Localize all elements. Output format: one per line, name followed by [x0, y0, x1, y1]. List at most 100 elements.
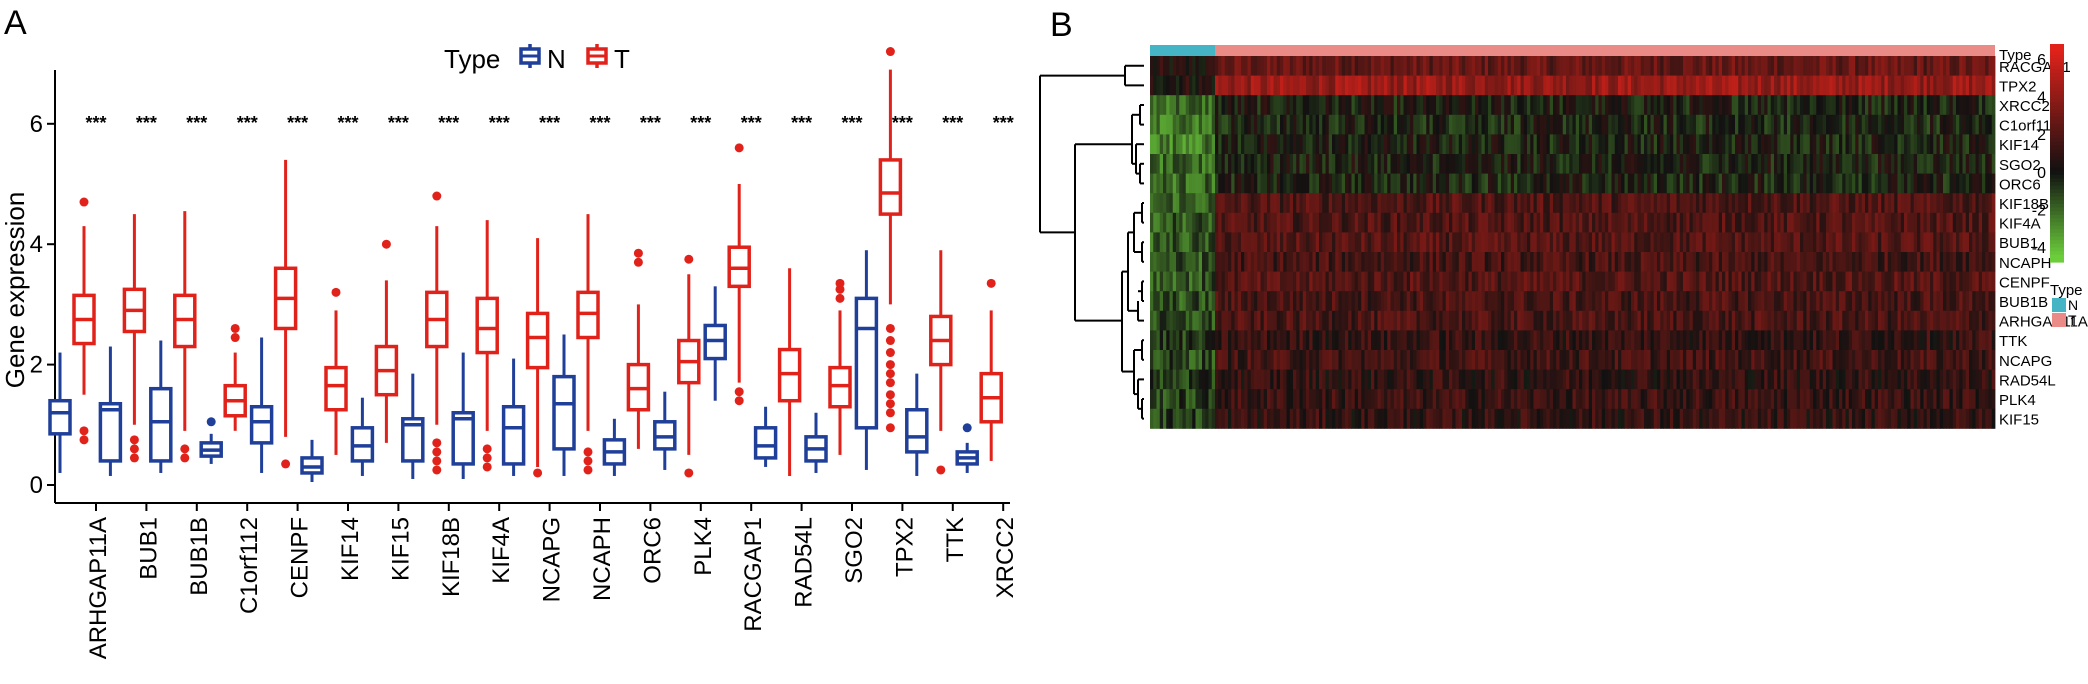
heatmap-cell — [1179, 350, 1183, 370]
heatmap-cell — [1247, 389, 1252, 410]
heatmap-cell — [1257, 134, 1261, 155]
heatmap-cell — [1965, 252, 1970, 272]
heatmap-cell — [1813, 252, 1817, 272]
heatmap-cell — [1969, 271, 1973, 292]
heatmap-cell — [1718, 193, 1723, 214]
heatmap-cell — [1267, 154, 1271, 174]
heatmap-cell — [1725, 212, 1729, 233]
heatmap-cell — [1533, 350, 1538, 370]
heatmap-cell — [1735, 291, 1739, 312]
heatmap-cell — [1423, 154, 1427, 174]
heatmap-cell — [1410, 232, 1414, 253]
heatmap-cell — [1293, 134, 1297, 155]
heatmap-cell — [1546, 291, 1551, 312]
heatmap-cell — [1569, 271, 1573, 292]
heatmap-cell — [1371, 310, 1375, 331]
heatmap-cell — [1878, 252, 1882, 272]
heatmap-cell — [1159, 114, 1164, 135]
heatmap-cell — [1702, 56, 1707, 76]
heatmap-cell — [1705, 369, 1710, 390]
heatmap-cell — [1936, 330, 1941, 351]
heatmap-cell — [1202, 252, 1206, 272]
heatmap-cell — [1985, 252, 1989, 272]
heatmap-cell — [1614, 75, 1619, 96]
heatmap-cell — [1689, 193, 1694, 214]
heatmap-cell — [1650, 291, 1655, 312]
heatmap-cell — [1377, 56, 1382, 76]
heatmap-cell — [1991, 114, 1996, 135]
heatmap-cell — [1510, 154, 1515, 174]
heatmap-cell — [1722, 212, 1726, 233]
heatmap-cell — [1257, 252, 1261, 272]
heatmap-cell — [1917, 193, 1921, 214]
heatmap-cell — [1319, 330, 1323, 351]
heatmap-cell — [1351, 330, 1356, 351]
heatmap-cell — [1185, 95, 1190, 116]
heatmap-cell — [1731, 193, 1736, 214]
heatmap-cell — [1484, 330, 1489, 351]
heatmap-cell — [1595, 389, 1599, 410]
heatmap-cell — [1718, 75, 1723, 96]
heatmap-cell — [1439, 134, 1443, 155]
heatmap-cell — [1325, 193, 1330, 214]
heatmap-cell — [1832, 291, 1837, 312]
heatmap-cell — [1276, 232, 1281, 253]
heatmap-cell — [1796, 134, 1801, 155]
heatmap-cell — [1429, 95, 1434, 116]
heatmap-cell — [1432, 56, 1437, 76]
heatmap-cell — [1374, 232, 1378, 253]
heatmap-cell — [1969, 134, 1973, 155]
heatmap-cell — [1354, 350, 1359, 370]
heatmap-cell — [1663, 212, 1668, 233]
heatmap-cell — [1559, 389, 1564, 410]
significance-label: *** — [186, 113, 207, 133]
heatmap-cell — [1774, 173, 1778, 194]
heatmap-cell — [1605, 193, 1609, 214]
heatmap-cell — [1975, 95, 1980, 116]
heatmap-cell — [1156, 173, 1161, 194]
heatmap-cell — [1406, 369, 1411, 390]
heatmap-cell — [1510, 134, 1515, 155]
box-n-arhgap11a — [48, 352, 72, 473]
heatmap-cell — [1397, 56, 1401, 76]
heatmap-cell — [1670, 114, 1674, 135]
heatmap-cell — [1156, 75, 1161, 96]
heatmap-cell — [1897, 291, 1902, 312]
heatmap-cell — [1891, 330, 1895, 351]
box-t-c1orf112 — [223, 323, 247, 431]
heatmap-cell — [1985, 134, 1989, 155]
heatmap-cell — [1182, 291, 1187, 312]
heatmap-cell — [1569, 75, 1573, 96]
heatmap-cell — [1894, 350, 1898, 370]
heatmap-cell — [1949, 291, 1954, 312]
heatmap-cell — [1865, 252, 1869, 272]
heatmap-cell — [1907, 75, 1911, 96]
heatmap-cell — [1741, 212, 1746, 233]
heatmap-cell — [1731, 350, 1736, 370]
heatmap-cell — [1774, 330, 1778, 351]
heatmap-cell — [1309, 212, 1313, 233]
heatmap-cell — [1939, 310, 1944, 331]
heatmap-cell — [1774, 310, 1778, 331]
heatmap-cell — [1150, 232, 1154, 253]
heatmap-cell — [1150, 271, 1154, 292]
heatmap-cell — [1312, 389, 1317, 410]
heatmap-cell — [1286, 330, 1291, 351]
heatmap-cell — [1926, 310, 1931, 331]
heatmap-cell — [1962, 134, 1967, 155]
heatmap-cell — [1774, 212, 1778, 233]
heatmap-cell — [1468, 310, 1473, 331]
heatmap-cell — [1861, 95, 1866, 116]
heatmap-cell — [1296, 350, 1300, 370]
heatmap-cell — [1494, 75, 1499, 96]
heatmap-cell — [1640, 95, 1645, 116]
heatmap-cell — [1241, 212, 1245, 233]
box — [451, 411, 475, 466]
heatmap-cell — [1374, 271, 1378, 292]
heatmap-cell — [1988, 369, 1993, 390]
heatmap-cell — [1777, 75, 1781, 96]
heatmap-cell — [1455, 56, 1460, 76]
heatmap-cell — [1569, 56, 1573, 76]
heatmap-cell — [1221, 232, 1226, 253]
heatmap-cell — [1709, 173, 1713, 194]
